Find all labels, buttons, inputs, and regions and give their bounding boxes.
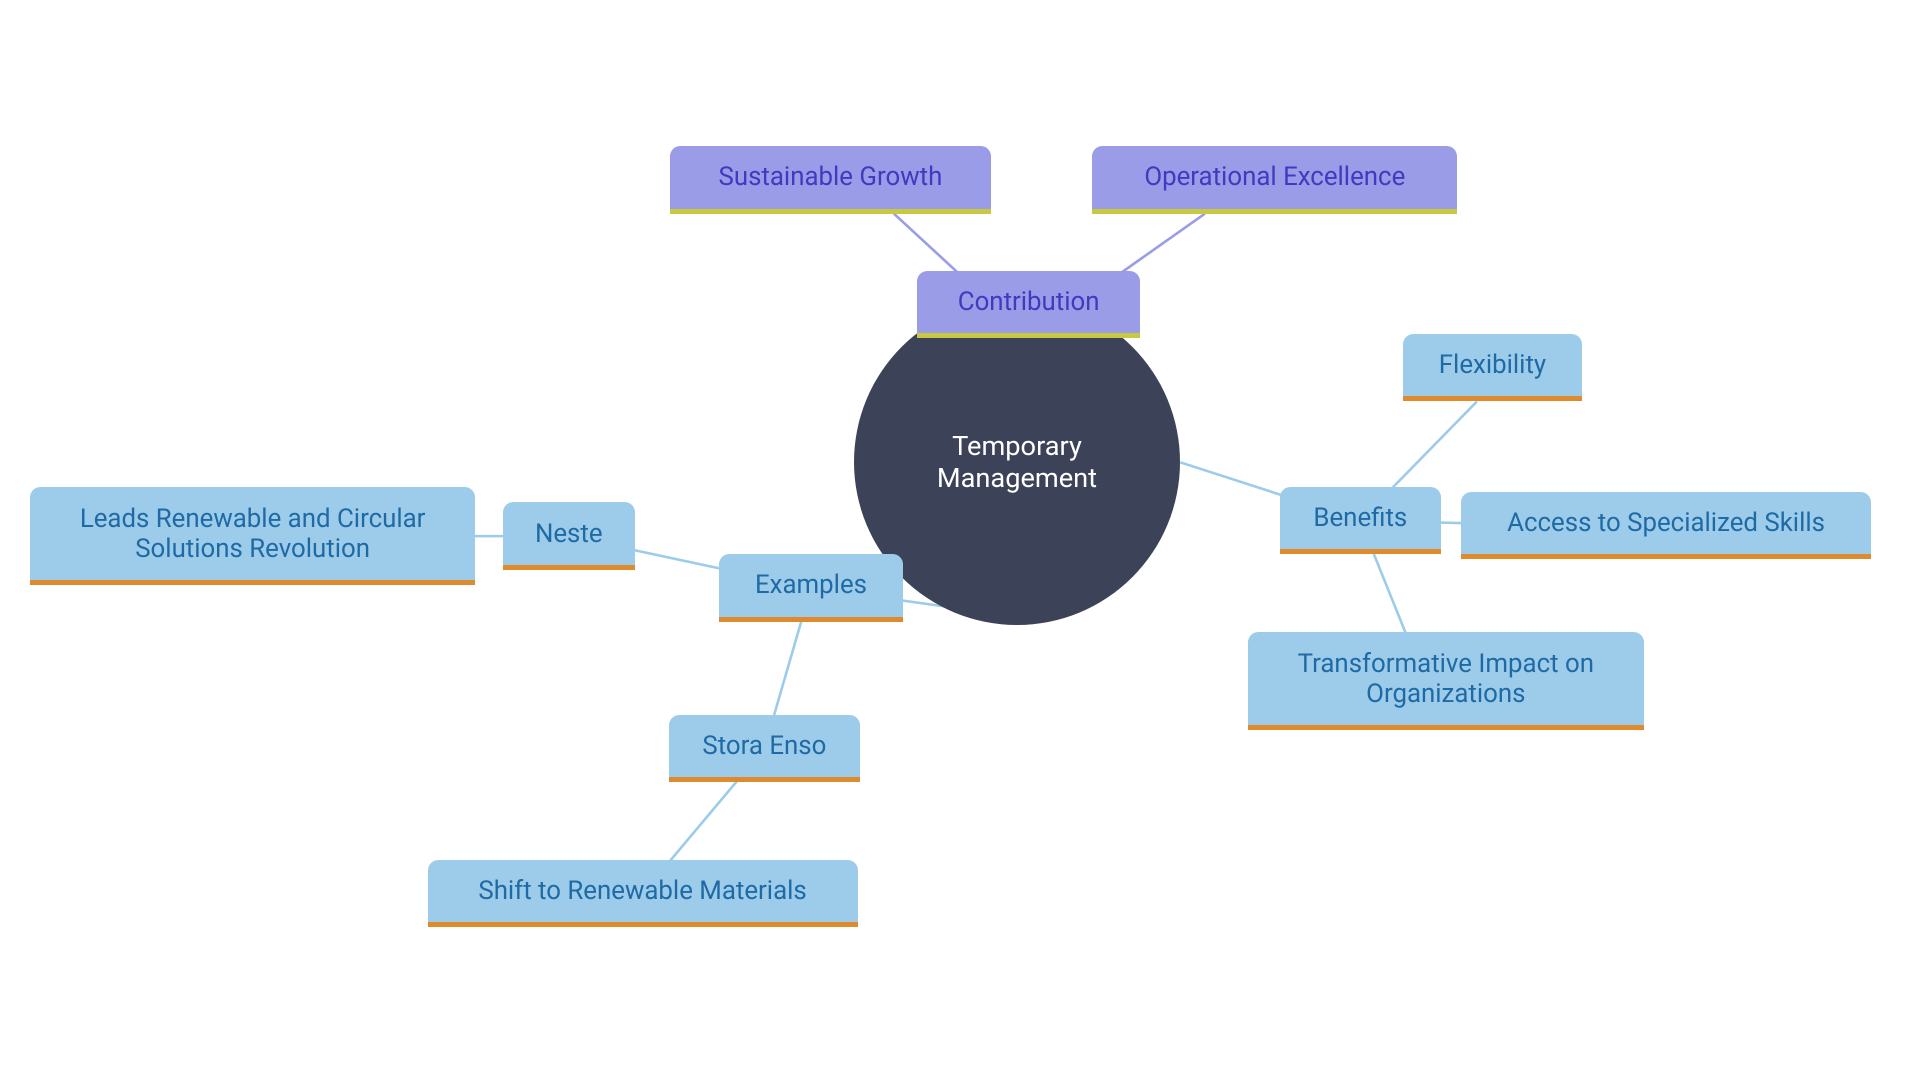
node-neste: Neste: [503, 502, 635, 569]
node-contribution: Contribution: [917, 271, 1140, 338]
node-label: Shift to Renewable Materials: [478, 876, 806, 906]
node-label: Benefits: [1313, 503, 1407, 533]
node-label: Transformative Impact on Organizations: [1298, 649, 1594, 709]
mindmap-canvas: Temporary Management Contribution Sustain…: [0, 0, 1920, 1080]
node-label: Access to Specialized Skills: [1507, 508, 1825, 538]
node-renewable_rev: Leads Renewable and Circular Solutions R…: [30, 487, 476, 585]
node-label: Leads Renewable and Circular Solutions R…: [80, 504, 426, 564]
node-op_excel: Operational Excellence: [1092, 146, 1457, 213]
node-examples: Examples: [719, 554, 903, 621]
node-label: Sustainable Growth: [719, 162, 943, 192]
node-shift_renew: Shift to Renewable Materials: [428, 860, 858, 927]
node-label: Examples: [755, 570, 867, 600]
node-label: Contribution: [958, 287, 1100, 317]
node-label: Flexibility: [1439, 350, 1546, 380]
node-label: Neste: [535, 519, 603, 549]
node-flexibility: Flexibility: [1403, 334, 1582, 401]
node-sust_growth: Sustainable Growth: [670, 146, 991, 213]
node-access_skills: Access to Specialized Skills: [1461, 492, 1870, 559]
center-label: Temporary Management: [874, 430, 1160, 494]
node-label: Stora Enso: [702, 731, 826, 761]
node-stora: Stora Enso: [669, 715, 861, 782]
node-transform: Transformative Impact on Organizations: [1248, 632, 1644, 730]
node-benefits: Benefits: [1280, 487, 1441, 554]
node-label: Operational Excellence: [1144, 162, 1405, 192]
